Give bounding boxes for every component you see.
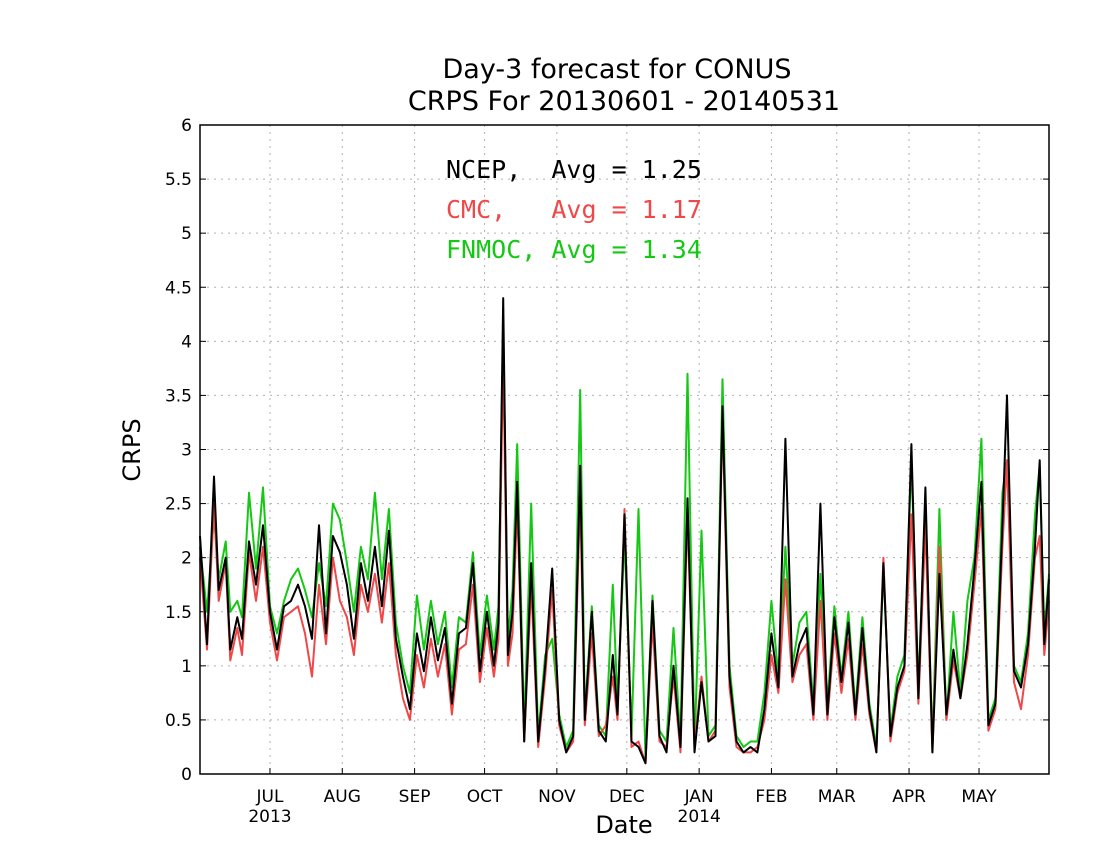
plot-frame — [199, 124, 1050, 775]
x-tick-label: DEC — [609, 787, 645, 807]
y-tick-label: 3 — [181, 441, 192, 461]
x-tick-label: JAN — [684, 787, 714, 807]
x-tick-label: MAY — [961, 787, 997, 807]
x-tick-label: FEB — [755, 787, 787, 807]
x-axis-label: Date — [595, 811, 652, 839]
legend-entry-fnmoc: FNMOC, Avg = 1.34 — [446, 235, 702, 264]
series-lines — [199, 297, 1050, 765]
chart-title: Day-3 forecast for CONUS — [442, 54, 791, 85]
x-tick-year-label: 2013 — [248, 807, 291, 827]
x-tick-label: SEP — [399, 787, 431, 807]
y-tick-label: 5 — [181, 224, 192, 244]
y-tick-label: 5.5 — [165, 170, 192, 190]
y-tick-label: 4.5 — [165, 278, 192, 298]
legend-entry-ncep: NCEP, Avg = 1.25 — [446, 155, 702, 184]
x-tick-year-label: 2014 — [678, 807, 721, 827]
x-tick-label: APR — [892, 787, 926, 807]
y-axis-label: CRPS — [118, 418, 146, 481]
y-axis-ticks: 0 0.5 1 1.5 2 2.5 3 3.5 4 4.5 5 5.5 6 — [165, 116, 1049, 785]
x-tick-label: MAR — [818, 787, 856, 807]
chart-subtitle: CRPS For 20130601 - 20140531 — [408, 86, 840, 117]
y-tick-label: 3.5 — [165, 386, 192, 406]
legend: NCEP, Avg = 1.25 CMC, Avg = 1.17 FNMOC, Av… — [446, 155, 702, 264]
x-tick-label: JUL — [256, 787, 284, 807]
x-tick-label: OCT — [467, 787, 503, 807]
y-tick-label: 6 — [181, 116, 192, 136]
series-line-cmc — [199, 351, 1050, 765]
legend-entry-cmc: CMC, Avg = 1.17 — [446, 195, 702, 224]
y-tick-label: 0 — [181, 765, 192, 785]
y-tick-label: 0.5 — [165, 711, 192, 731]
y-tick-label: 4 — [181, 332, 192, 352]
y-tick-label: 1 — [181, 657, 192, 677]
series-line-ncep — [199, 297, 1050, 765]
y-tick-label: 2.5 — [165, 495, 192, 515]
y-tick-label: 2 — [181, 549, 192, 569]
x-tick-label: NOV — [538, 787, 576, 807]
y-tick-label: 1.5 — [165, 603, 192, 623]
x-tick-label: AUG — [324, 787, 361, 807]
